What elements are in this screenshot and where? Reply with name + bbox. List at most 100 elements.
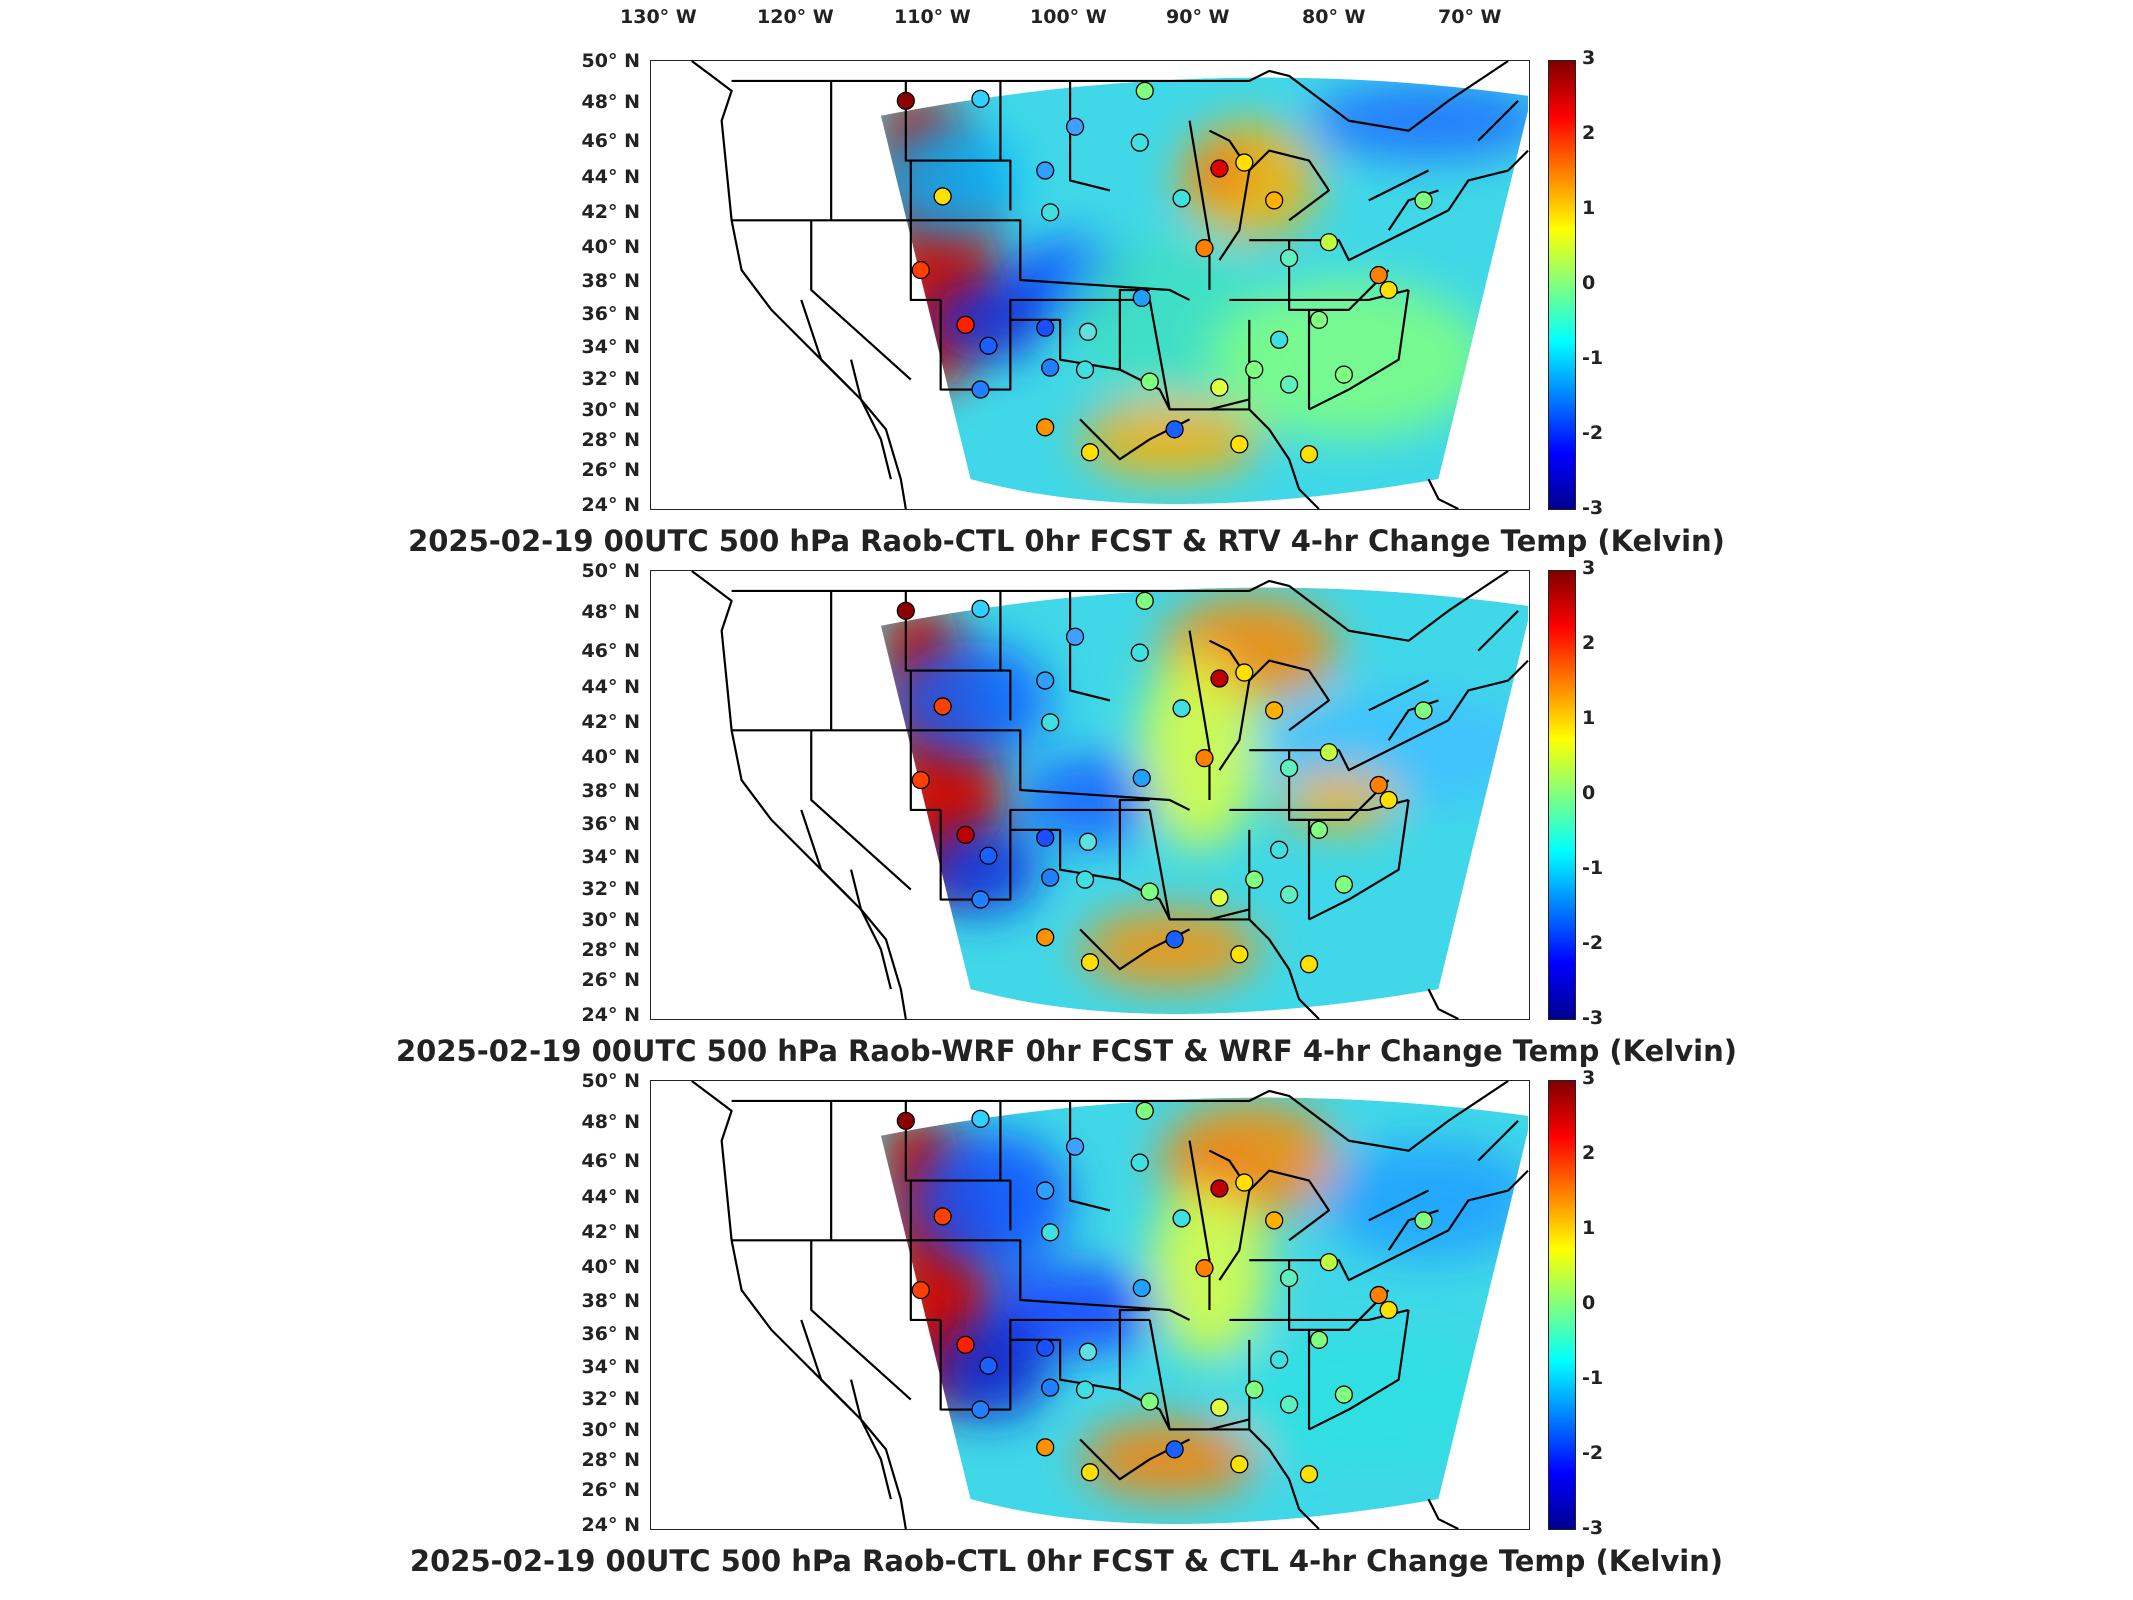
station-marker: [1369, 265, 1388, 285]
latitude-label: 32° N: [581, 1388, 640, 1410]
station-marker: [1041, 868, 1060, 887]
boundary-line: [1188, 120, 1211, 290]
latitude-label: 30° N: [581, 1419, 640, 1441]
panel-title: 2025-02-19 00UTC 500 hPa Raob-CTL 0hr FC…: [409, 1544, 1724, 1578]
station-marker: [911, 1280, 930, 1300]
station-marker: [1210, 378, 1229, 397]
station-marker: [1245, 360, 1264, 379]
station-marker: [979, 336, 998, 355]
boundary-line: [731, 1081, 1509, 1152]
boundary-line: [731, 571, 1509, 642]
boundary-line: [731, 61, 1509, 132]
anomaly-region: [1020, 755, 1160, 845]
station-marker: [979, 1356, 998, 1375]
latitude-label: 26° N: [581, 1479, 640, 1501]
station-marker: [1299, 955, 1319, 974]
temperature-map: [650, 1080, 1530, 1530]
boundary-line: [1169, 918, 1320, 1019]
boundary-line: [1447, 659, 1529, 721]
panel-title: 2025-02-19 00UTC 500 hPa Raob-CTL 0hr FC…: [408, 524, 1725, 558]
station-marker: [971, 89, 990, 108]
station-marker: [1041, 713, 1060, 732]
station-marker: [1265, 1211, 1284, 1230]
anomaly-region: [1080, 909, 1260, 990]
boundary-line: [691, 1081, 907, 1529]
boundary-line: [1249, 1229, 1449, 1282]
latitude-label: 42° N: [581, 711, 640, 733]
latitude-label: 28° N: [581, 429, 640, 451]
station-marker: [1041, 203, 1060, 222]
boundary-line: [909, 670, 941, 812]
station-marker: [1414, 1211, 1433, 1230]
latitude-label: 34° N: [581, 336, 640, 358]
boundary-line: [1427, 1498, 1459, 1529]
station-marker: [1309, 1330, 1329, 1349]
latitude-label: 38° N: [581, 270, 640, 292]
station-marker: [1132, 288, 1151, 308]
station-marker: [1036, 671, 1055, 690]
station-marker: [1235, 663, 1254, 682]
station-marker: [1245, 1380, 1264, 1399]
colorbar-tick: 0: [1582, 272, 1596, 294]
boundary-line: [1009, 298, 1150, 320]
boundary-line: [1249, 209, 1449, 262]
station-marker: [1172, 189, 1191, 208]
latitude-label: 40° N: [581, 236, 640, 258]
boundary-line: [810, 730, 912, 891]
colorbar-tick: -3: [1582, 497, 1604, 519]
latitude-label: 28° N: [581, 1449, 640, 1471]
latitude-label: 26° N: [581, 459, 640, 481]
colorbar: [1548, 570, 1576, 1020]
station-marker: [1130, 643, 1149, 662]
colorbar-tick: 0: [1582, 782, 1596, 804]
temperature-map: [650, 570, 1530, 1020]
boundary-line: [1368, 169, 1429, 202]
station-marker: [1065, 1137, 1085, 1156]
boundary-line: [1477, 100, 1519, 142]
station-marker: [1309, 310, 1329, 329]
longitude-label: 80° W: [1302, 6, 1366, 28]
station-marker: [1270, 1350, 1289, 1369]
anomaly-region: [910, 1130, 1071, 1271]
station-marker: [1165, 420, 1184, 439]
boundary-line: [850, 359, 892, 480]
latitude-label: 40° N: [581, 746, 640, 768]
colorbar-tick: 1: [1582, 1217, 1596, 1239]
station-marker: [971, 1400, 990, 1419]
station-marker: [1135, 591, 1154, 610]
station-marker: [1280, 885, 1299, 904]
station-marker: [1041, 358, 1060, 377]
boundary-line: [909, 1180, 941, 1322]
colorbar-tick: -3: [1582, 1517, 1604, 1539]
station-marker: [1036, 828, 1055, 847]
station-marker: [1075, 870, 1095, 889]
colorbar-tick: -3: [1582, 1007, 1604, 1029]
panel-title: 2025-02-19 00UTC 500 hPa Raob-WRF 0hr FC…: [395, 1034, 1737, 1068]
colorbar-tick: 2: [1582, 632, 1596, 654]
colorbar-tick: 0: [1582, 1292, 1596, 1314]
latitude-label: 30° N: [581, 909, 640, 931]
latitude-label: 38° N: [581, 1290, 640, 1312]
station-marker: [1319, 233, 1339, 252]
station-marker: [956, 825, 975, 844]
latitude-label: 30° N: [581, 399, 640, 421]
station-marker: [1230, 945, 1249, 964]
latitude-label: 44° N: [581, 1186, 640, 1208]
latitude-label: 48° N: [581, 91, 640, 113]
station-marker: [971, 1109, 990, 1128]
boundary-line: [1477, 610, 1519, 652]
anomaly-region: [1209, 280, 1489, 440]
latitude-label: 28° N: [581, 939, 640, 961]
boundary-line: [800, 1319, 852, 1411]
station-marker: [911, 260, 930, 280]
station-marker: [933, 697, 952, 716]
station-marker: [1369, 775, 1388, 795]
colorbar: [1548, 60, 1576, 510]
station-marker: [1334, 875, 1353, 894]
station-marker: [1195, 749, 1214, 768]
station-marker: [1210, 1179, 1229, 1198]
temperature-map: [650, 60, 1530, 510]
station-marker: [1075, 360, 1095, 379]
station-marker: [1036, 161, 1055, 180]
